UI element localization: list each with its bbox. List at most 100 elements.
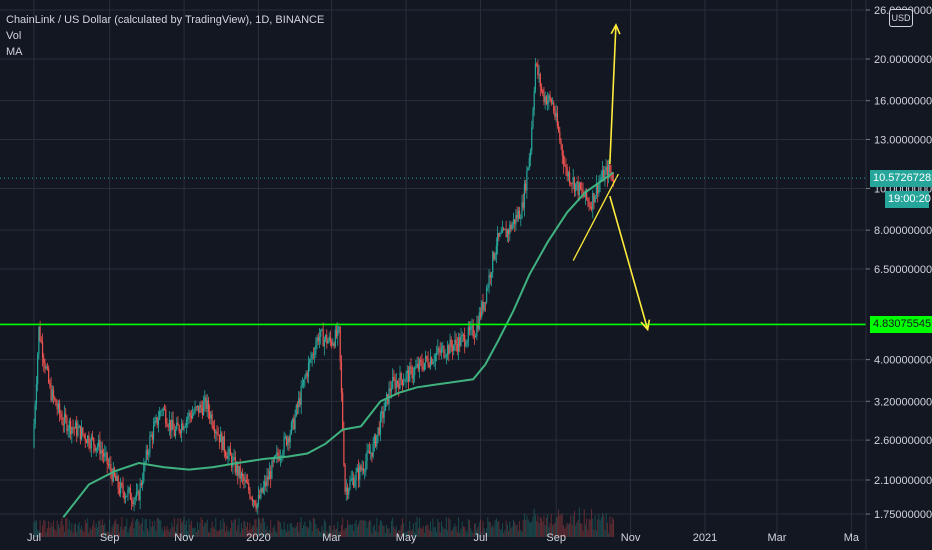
candle-body	[149, 436, 151, 453]
candle-body	[87, 435, 89, 444]
volume-bar	[153, 526, 155, 537]
volume-bar	[49, 527, 51, 537]
volume-bar	[532, 516, 534, 537]
candle-body	[421, 361, 423, 367]
candle-body	[494, 253, 496, 260]
volume-bar	[78, 522, 80, 537]
volume-bar	[105, 531, 107, 537]
volume-bar	[377, 532, 379, 537]
candle-body	[45, 366, 47, 369]
candle-body	[428, 365, 430, 368]
volume-bar	[125, 526, 126, 537]
candle-body	[148, 452, 150, 455]
volume-bar	[399, 529, 401, 537]
volume-bar	[38, 530, 40, 537]
volume-bar	[266, 525, 268, 537]
candle-body	[572, 177, 574, 185]
candle-body	[339, 326, 341, 362]
candle-body	[88, 435, 90, 446]
volume-bar	[337, 521, 339, 537]
volume-indicator-label[interactable]: Vol	[6, 30, 22, 42]
volume-bar	[225, 531, 227, 537]
volume-bar	[448, 517, 450, 537]
volume-bar	[398, 530, 400, 537]
candle-body	[299, 398, 301, 405]
candle-body	[476, 323, 478, 337]
symbol-title[interactable]: ChainLink / US Dollar (calculated by Tra…	[6, 14, 325, 26]
currency-badge[interactable]: USD	[889, 9, 913, 27]
volume-bar	[471, 530, 473, 537]
candle-body	[185, 419, 188, 427]
arrow-shaft	[609, 24, 617, 165]
volume-bar	[159, 520, 161, 537]
candle-body	[473, 336, 476, 338]
candle-body	[56, 405, 58, 410]
volume-bar	[34, 520, 36, 537]
volume-bar	[481, 532, 483, 537]
candle-body	[398, 383, 400, 389]
volume-bar	[236, 530, 238, 537]
candle-body	[354, 481, 356, 487]
volume-bar	[243, 520, 245, 537]
volume-bar	[605, 513, 607, 537]
candle-body	[317, 337, 319, 342]
volume-bar	[48, 520, 50, 537]
candle-body	[566, 167, 568, 177]
volume-bar	[428, 530, 430, 537]
last-price-tag: 10.57267282	[870, 170, 932, 187]
candle-body	[371, 452, 373, 457]
volume-bar	[96, 527, 98, 537]
volume-bar	[591, 508, 593, 537]
candle-body	[213, 428, 216, 433]
candle-body	[89, 445, 91, 449]
candle-body	[290, 422, 293, 434]
candle-body	[322, 329, 324, 347]
candle-body	[577, 181, 579, 196]
candle-body	[549, 95, 551, 99]
volume-bar	[430, 521, 431, 537]
arrow-annotations	[609, 23, 651, 332]
candle-body	[422, 366, 424, 370]
candle-body	[378, 427, 380, 435]
candle-body	[510, 224, 512, 230]
volume-bar	[131, 522, 133, 537]
volume-bar	[356, 526, 358, 537]
volume-bar	[42, 525, 44, 537]
volume-bar	[353, 531, 355, 537]
moving-average-label[interactable]: MA	[6, 46, 23, 58]
volume-bar	[221, 529, 223, 537]
volume-bar	[360, 520, 362, 537]
volume-bar	[492, 524, 494, 537]
time-tick-label: Mar	[768, 532, 787, 544]
volume-bar	[55, 531, 57, 537]
volume-bar	[187, 530, 189, 537]
volume-bar	[92, 525, 94, 537]
volume-bar	[259, 518, 261, 537]
volume-bar	[344, 528, 346, 537]
volume-bar	[229, 528, 231, 537]
candle-body	[600, 177, 602, 180]
volume-bar	[50, 522, 52, 537]
candle-body	[361, 468, 363, 470]
candle-body	[512, 219, 515, 225]
volume-bar	[472, 532, 474, 537]
candle-body	[527, 167, 529, 171]
candle-body	[307, 362, 310, 377]
volume-bar	[68, 520, 70, 537]
candle-body	[558, 125, 560, 132]
candle-body	[314, 354, 316, 355]
volume-bar	[397, 531, 399, 537]
volume-bar	[217, 531, 219, 537]
volume-bar	[445, 517, 447, 537]
volume-bar	[257, 517, 259, 537]
candle-body	[145, 450, 147, 463]
candle-body	[389, 388, 391, 392]
candle-body	[215, 431, 217, 433]
bar-countdown-tag: 19:00:20	[885, 191, 931, 208]
volume-bar	[178, 532, 180, 537]
candle-body	[165, 409, 167, 424]
candle-body	[288, 437, 290, 443]
volume-bar	[175, 531, 177, 537]
candle-body	[334, 329, 336, 347]
